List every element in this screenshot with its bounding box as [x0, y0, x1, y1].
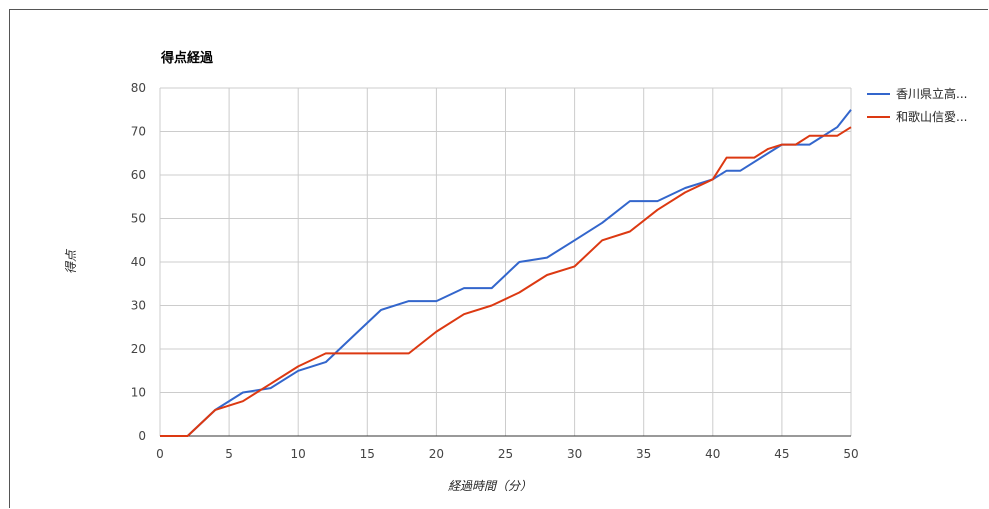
- x-tick-label: 40: [705, 447, 720, 461]
- series-lines: [160, 109, 852, 437]
- legend-label-2: 和歌山信愛...: [896, 109, 967, 124]
- axes: [159, 88, 851, 437]
- y-tick-label: 70: [131, 125, 146, 139]
- x-tick-label: 25: [498, 447, 513, 461]
- chart-frame: [9, 9, 988, 508]
- y-tick-label: 20: [131, 342, 146, 356]
- x-tick-label: 45: [774, 447, 789, 461]
- x-tick-label: 5: [225, 447, 233, 461]
- y-tick-label: 0: [138, 429, 146, 443]
- x-tick-label: 50: [843, 447, 858, 461]
- legend[interactable]: 香川県立高... 和歌山信愛...: [867, 86, 967, 124]
- y-tick-label: 60: [131, 168, 146, 182]
- chart-title: 得点経過: [160, 50, 214, 66]
- legend-label-1: 香川県立高...: [896, 86, 967, 101]
- grid: [160, 87, 852, 436]
- x-axis-title: 経過時間（分）: [448, 479, 532, 493]
- y-tick-label: 30: [131, 299, 146, 313]
- series-line-2: [160, 126, 852, 437]
- x-tick-label: 30: [567, 447, 582, 461]
- x-tick-label: 10: [291, 447, 306, 461]
- y-axis-title: 得点: [64, 248, 78, 274]
- x-tick-label: 35: [636, 447, 651, 461]
- y-tick-label: 10: [131, 386, 146, 400]
- x-tick-label: 15: [360, 447, 375, 461]
- series-line-1: [160, 109, 852, 437]
- y-tick-label: 80: [131, 81, 146, 95]
- y-tick-label: 50: [131, 212, 146, 226]
- x-tick-label: 20: [429, 447, 444, 461]
- x-tick-label: 0: [156, 447, 164, 461]
- tick-labels: 0 5 10 15 20 25 30 35 40 45 50 0 10 20 30 40 50 60 70 80: [131, 81, 859, 461]
- y-tick-label: 40: [131, 255, 146, 269]
